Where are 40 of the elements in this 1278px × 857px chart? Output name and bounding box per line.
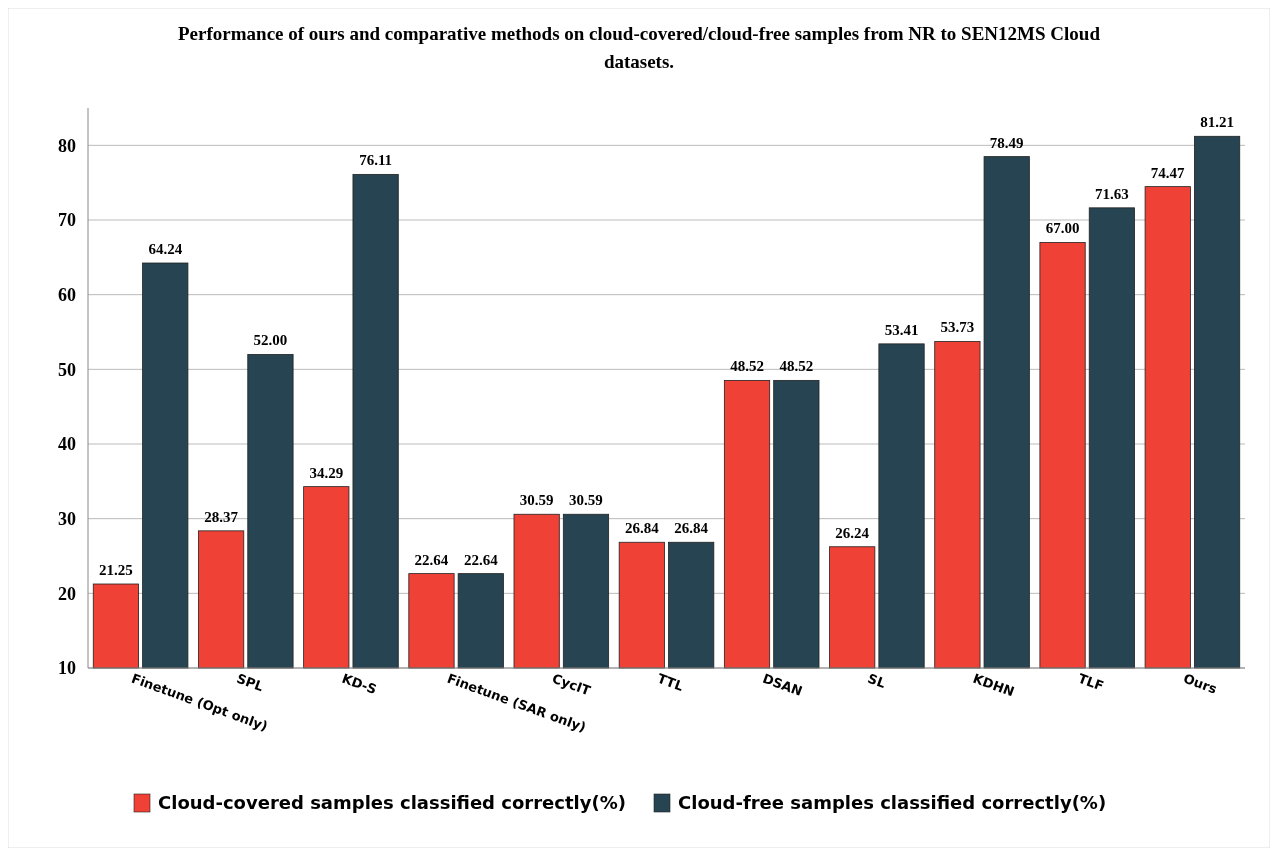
y-tick-label: 30	[58, 508, 76, 529]
y-tick-label: 40	[58, 434, 76, 455]
data-label: 64.24	[148, 241, 183, 258]
data-label: 74.47	[1150, 164, 1186, 181]
y-tick-label: 20	[58, 583, 76, 604]
data-label: 48.52	[730, 358, 764, 375]
data-label: 52.00	[253, 332, 288, 349]
y-tick-label: 50	[58, 359, 76, 380]
data-label: 26.24	[835, 524, 870, 541]
x-tick-label: Ours	[1181, 670, 1220, 697]
x-tick-label: TTL	[655, 670, 686, 694]
data-label: 53.73	[940, 319, 975, 336]
x-tick-label: CycIT	[550, 670, 593, 699]
data-label: 30.59	[519, 492, 554, 509]
x-tick-label: SL	[865, 670, 888, 691]
data-label: 28.37	[204, 508, 239, 525]
data-label: 22.64	[414, 551, 449, 568]
data-label: 34.29	[309, 464, 344, 481]
y-tick-label: 80	[58, 135, 76, 156]
data-label: 81.21	[1200, 114, 1234, 131]
data-label: 67.00	[1045, 220, 1080, 237]
y-tick-label: 10	[58, 658, 76, 679]
data-label: 78.49	[989, 134, 1024, 151]
data-label: 26.84	[624, 520, 660, 537]
data-label: 76.11	[359, 152, 393, 169]
y-tick-label: 70	[58, 210, 76, 231]
x-tick-label: TLF	[1076, 670, 1106, 694]
data-label: 53.41	[884, 321, 919, 338]
data-label: 30.59	[569, 492, 603, 509]
data-label: 21.25	[99, 562, 133, 578]
legend-label: Cloud-free samples classified correctly(%)	[678, 792, 1107, 814]
data-label: 26.84	[674, 520, 709, 537]
x-tick-label: SPL	[234, 670, 266, 695]
y-tick-label: 60	[58, 284, 76, 305]
x-tick-label: KD-S	[339, 670, 379, 698]
legend-label: Cloud-covered samples classified correctly(%)	[158, 792, 626, 814]
data-label: 22.64	[463, 551, 499, 568]
data-label: 48.52	[779, 358, 814, 375]
data-label: 71.63	[1095, 185, 1129, 202]
chart-title: Performance of ours and comparative methods on cloud-covered/cloud-free samples from NR to SEN12MS Cloud datasets.	[177, 22, 1101, 74]
